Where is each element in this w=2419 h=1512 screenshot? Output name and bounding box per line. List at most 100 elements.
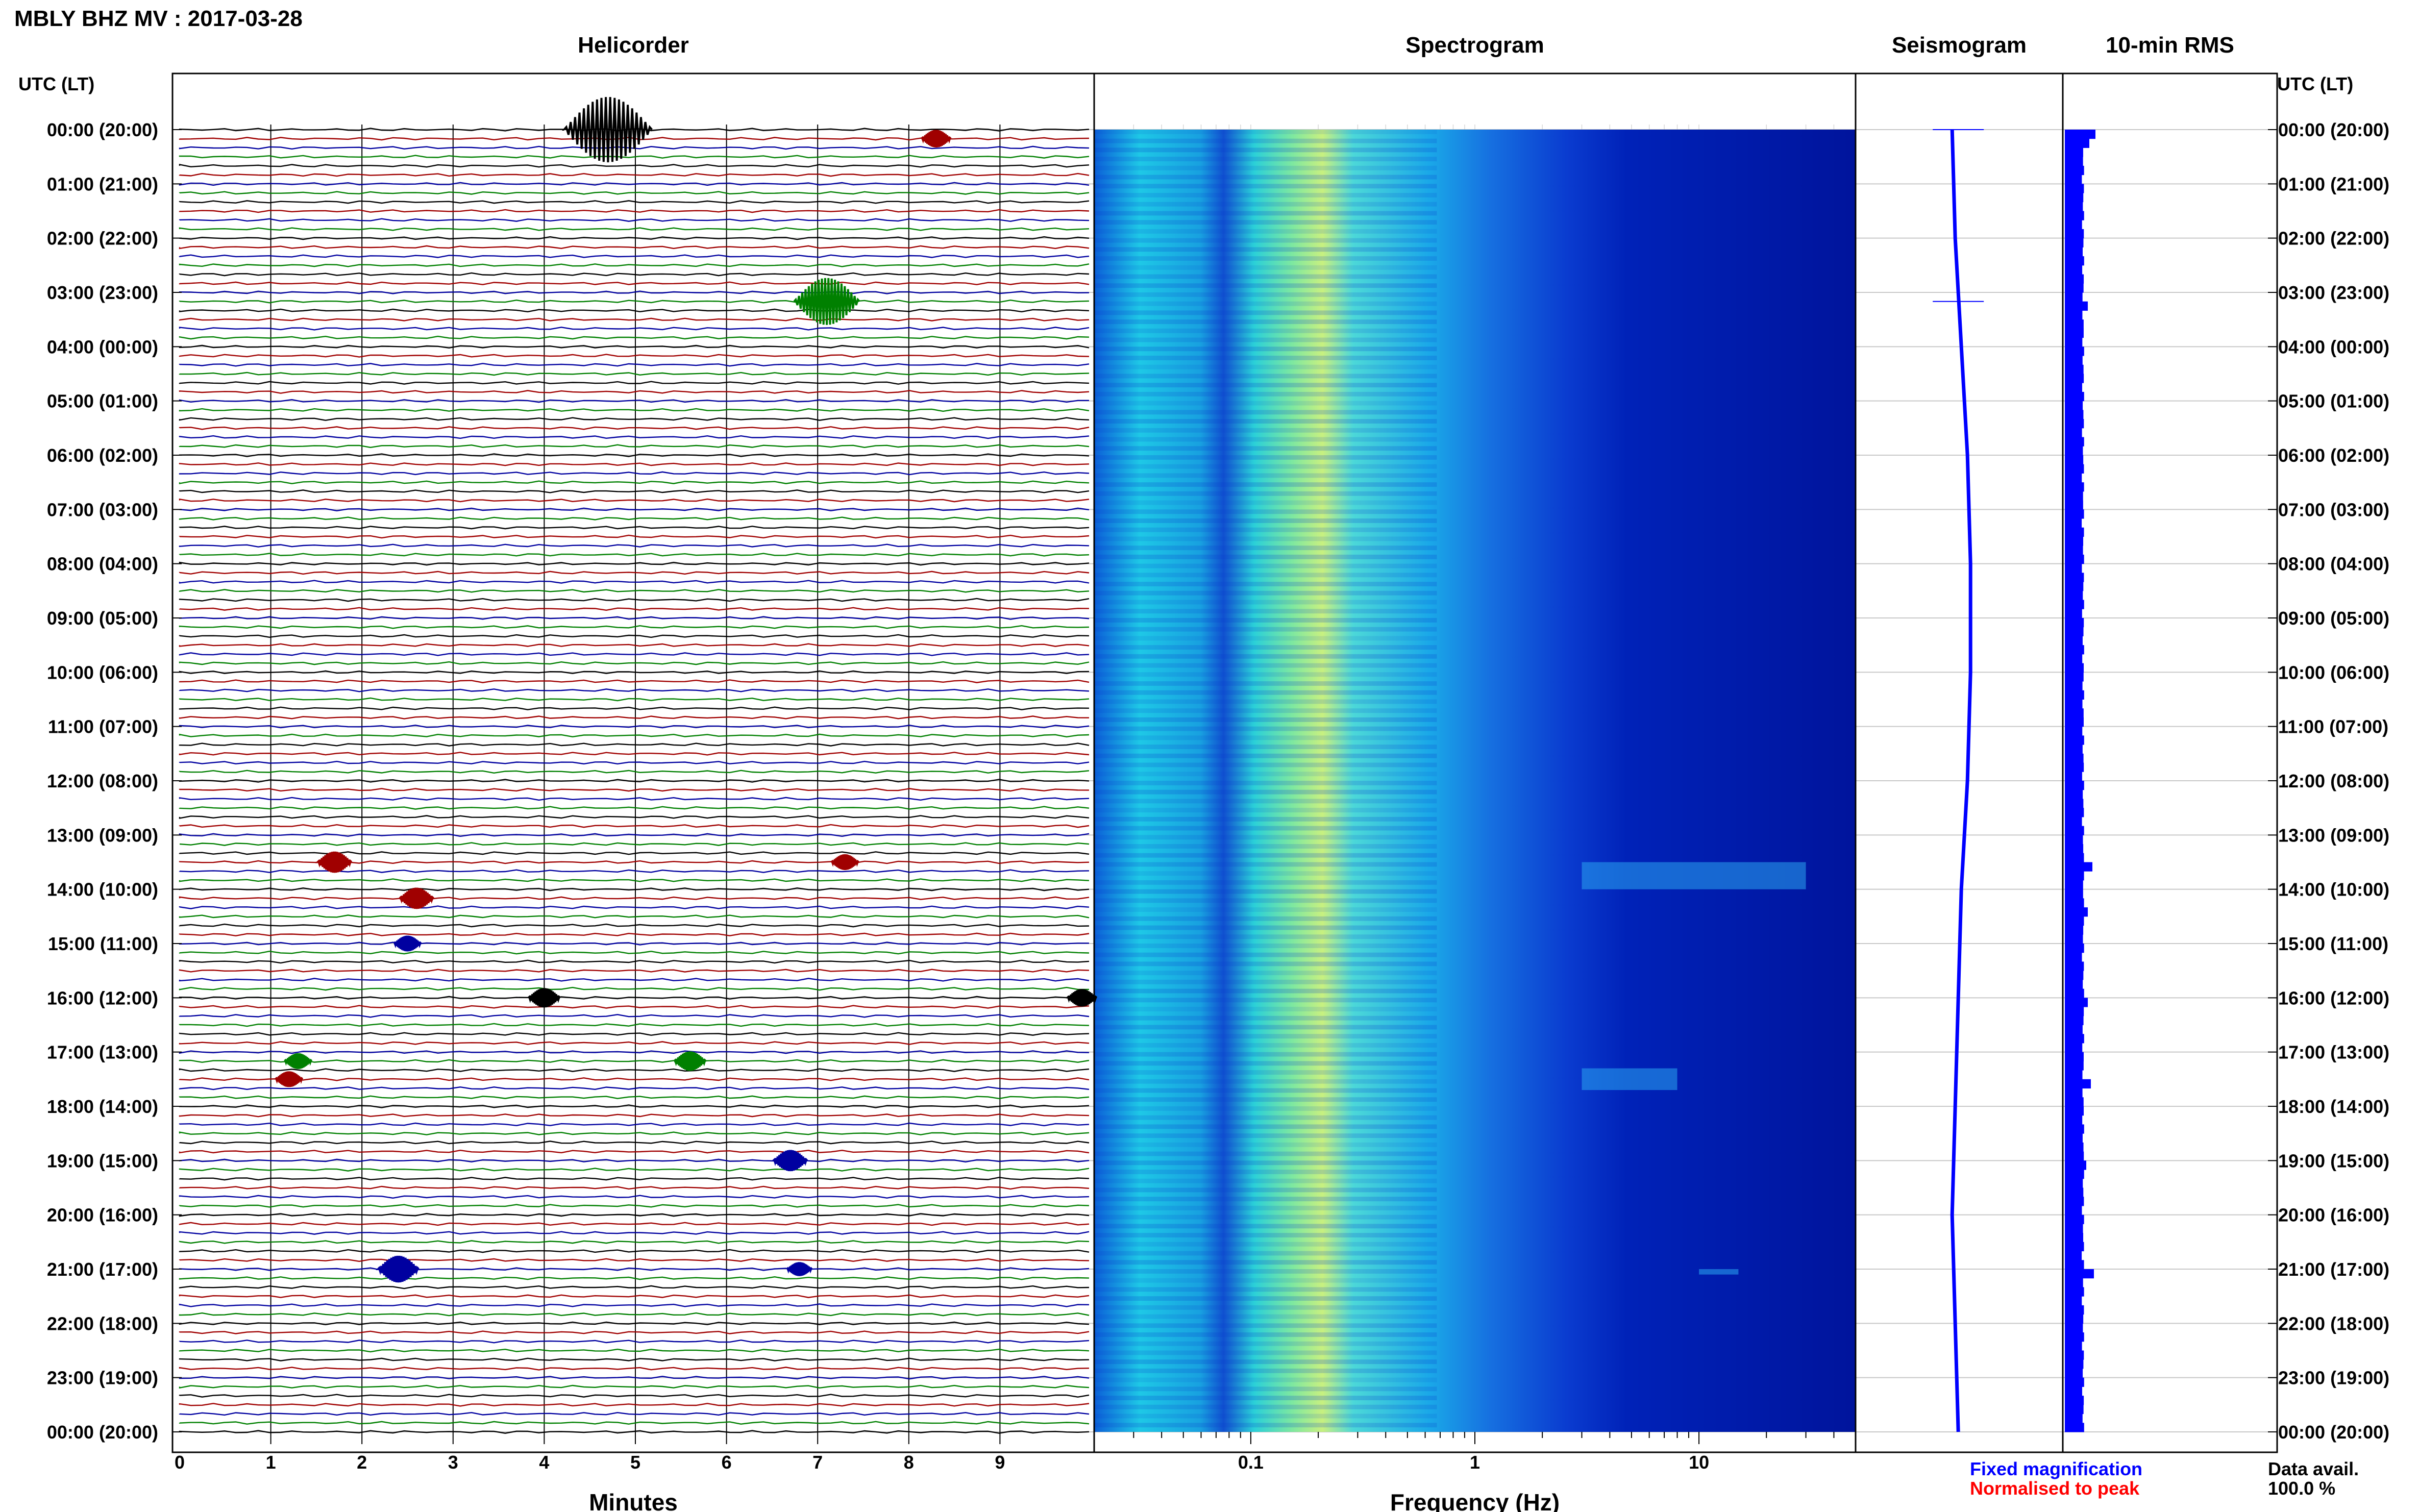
spectrogram-stripe [1094,925,1437,930]
rms-bar [2065,871,2084,881]
spectrogram-stripe [1094,184,1437,189]
rms-bar [2065,636,2083,646]
rms-bar [2065,1224,2083,1233]
spectrogram-stripe [1094,455,1437,460]
helicorder-trace [179,299,1090,304]
helicorder-trace [179,1240,1090,1244]
helicorder-trace [179,661,1090,665]
rms-bar [2065,844,2084,854]
rms-bar [2065,627,2084,636]
spectrogram-stripe [1094,175,1437,180]
rms-bar [2065,546,2083,555]
rms-bar [2065,446,2083,456]
left-hour-label: 15:00 (11:00) [48,933,158,954]
spectrogram-stripe [1094,130,1437,134]
right-hour-label: 01:00 (21:00) [2278,173,2389,194]
helicorder-trace [179,335,1090,340]
spectrogram-burst [1699,1269,1739,1275]
helicorder-trace [179,236,1090,240]
rms-bar [2065,1007,2084,1017]
left-hour-label: 13:00 (09:00) [47,825,158,846]
spectrogram-stripe [1094,645,1437,650]
helicorder-trace [179,896,1090,901]
spectrogram-stripe [1094,1305,1437,1310]
helicorder-trace [179,200,1090,204]
helicorder-trace [179,218,1090,222]
spectrogram-stripe [1094,1278,1437,1283]
helicorder-trace [179,417,1090,421]
rms-bar [2065,184,2084,193]
helicorder-trace [179,607,1090,611]
spectrogram-stripe [1094,147,1437,153]
rms-bar [2065,464,2084,474]
rms-bar [2065,925,2084,935]
rms-bar [2065,211,2084,220]
spectrogram-stripe [1094,1350,1437,1355]
left-hour-label: 09:00 (05:00) [47,608,158,629]
rms-bar [2065,337,2083,347]
spectrogram-stripe [1094,998,1437,1003]
right-hour-label: 10:00 (06:00) [2278,662,2389,683]
helicorder-trace [179,1041,1090,1045]
helicorder-event [673,1051,707,1071]
helicorder-trace [179,381,1090,385]
seismogram-trace [1950,129,1972,1432]
spectrogram-image [1094,130,1856,1432]
rms-bar [2065,862,2092,872]
rms-bar [2065,1296,2082,1306]
rms-bar [2065,1151,2084,1161]
helicorder-trace [179,887,1090,891]
spectrogram-stripe [1094,590,1437,596]
legend-normalised: Normalised to peak [1970,1478,2140,1499]
spectrogram-stripe [1094,554,1437,559]
rms-bar [2065,256,2084,266]
spectrogram-stripe [1094,1242,1437,1247]
helicorder-trace [179,534,1090,539]
rms-bar [2065,147,2083,157]
rms-bar [2065,1350,2084,1360]
rms-bar [2065,889,2083,899]
spectrogram-stripe [1094,1052,1437,1057]
spectrogram-stripe [1094,500,1437,505]
rms-title: 10-min RMS [2106,33,2234,58]
helicorder-trace [179,733,1090,738]
spectrogram-stripe [1094,437,1437,442]
spectrogram-stripe [1094,165,1437,170]
spectrogram-stripe [1094,1396,1437,1400]
helicorder-trace [179,1249,1090,1253]
rms-bar [2065,609,2082,618]
helicorder-trace [179,1141,1090,1145]
spectrogram-stripe [1094,979,1437,984]
left-hour-label: 11:00 (07:00) [48,716,158,737]
helicorder-trace [179,1013,1090,1018]
spectrogram-stripe [1094,862,1437,867]
rms-bar [2065,971,2084,980]
spectrogram-stripe [1094,690,1437,695]
rms-bar [2065,193,2084,203]
helicorder-trace [179,1285,1090,1290]
helicorder-trace [179,317,1090,321]
helicorder-trace [179,1086,1090,1090]
rms-bar [2065,364,2084,374]
spectrogram-stripe [1094,1043,1437,1048]
helicorder-trace [179,932,1090,937]
rms-bar [2065,961,2084,971]
helicorder-trace [179,498,1090,503]
left-hour-label: 02:00 (22:00) [47,228,158,249]
rms-bar [2065,1414,2083,1423]
rms-bar [2065,419,2084,429]
spectrogram-stripe [1094,419,1437,424]
rms-bar [2065,573,2084,582]
helicorder-trace [179,580,1090,584]
rms-bar [2065,781,2084,790]
rms-bar [2065,1061,2084,1071]
spectrogram-stripe [1094,220,1437,225]
spectrogram-stripe [1094,1133,1437,1138]
helicorder-trace [179,598,1090,602]
left-hour-label: 00:00 (20:00) [47,1422,158,1443]
rms-bar [2065,1377,2084,1387]
right-hour-label: 16:00 (12:00) [2278,987,2389,1008]
spectrogram-burst [1582,1068,1677,1090]
helicorder-trace [179,770,1090,774]
rms-bar [2065,374,2084,383]
